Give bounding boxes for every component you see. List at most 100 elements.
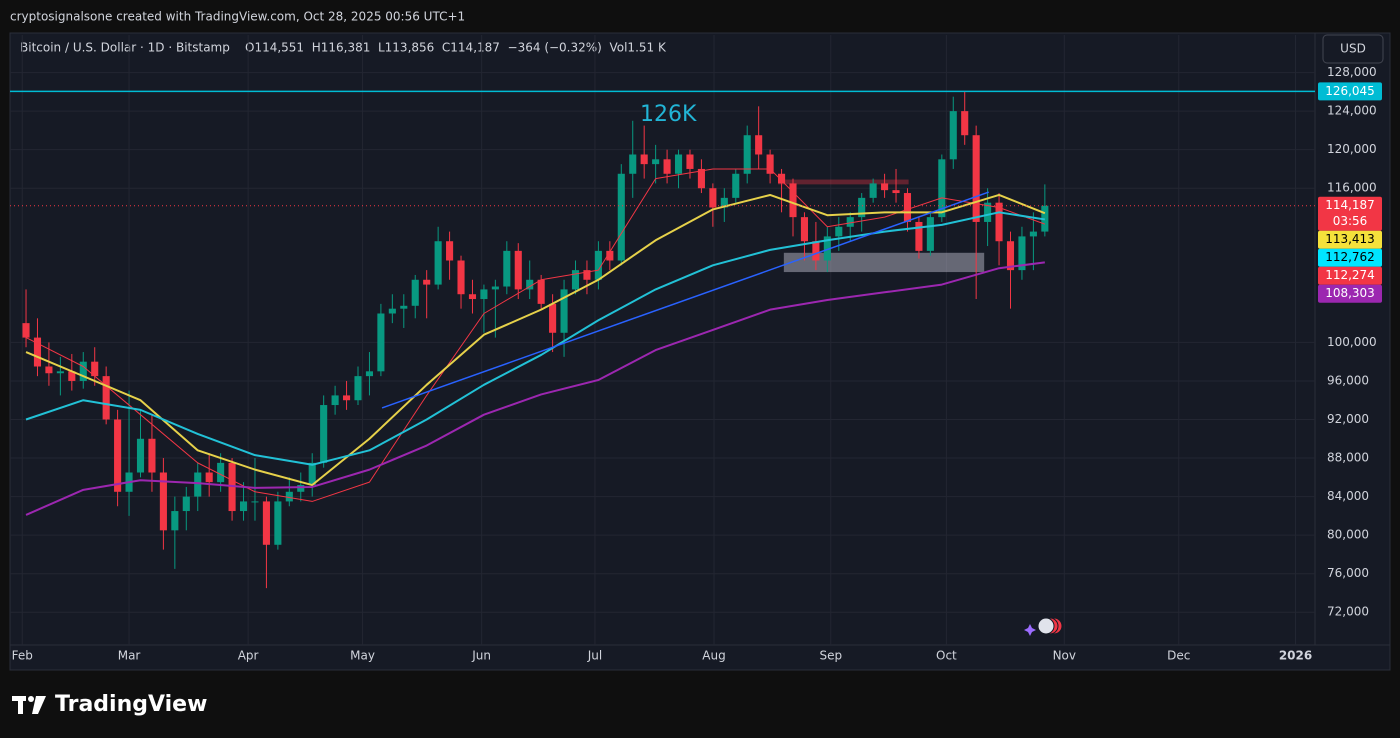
candle-body [297,485,305,492]
price-label: 114,187 [1325,198,1375,212]
price-label-box [1318,82,1382,101]
candle-body [743,135,751,174]
price-label-box [1318,266,1382,285]
candle-body [549,303,557,333]
candle-body [457,260,465,295]
chart-title: Bitcoin / U.S. Dollar · 1D · Bitstamp [20,41,230,55]
candle-body [171,511,179,531]
candle-body [732,173,740,198]
x-tick-label: Dec [1167,649,1190,663]
x-tick-label: May [350,649,375,663]
candle-body [617,173,625,261]
candle-body [697,168,705,189]
y-tick-label: 84,000 [1327,489,1369,503]
price-label: 126,045 [1325,84,1375,98]
candle-body [1029,231,1037,237]
candle-body [571,270,580,290]
candle-body [1018,236,1026,271]
candle-body [491,286,499,290]
x-tick-label: Feb [12,649,33,663]
currency[interactable]: USD [1340,42,1366,56]
candle-body [331,395,339,406]
x-tick-label: Aug [702,649,725,663]
x-tick-label: Mar [118,649,141,663]
candle-body [949,111,957,160]
candle-body [446,241,454,261]
candle-body [56,371,64,374]
candle-body [526,279,534,290]
indicator-line [25,193,1046,487]
candle-body [892,190,900,194]
candle-body [652,159,660,165]
candle-body [388,308,396,314]
zone [778,179,909,185]
event-icons [1024,617,1063,636]
y-tick-label: 76,000 [1327,566,1369,580]
candle-body [835,226,843,237]
candle-body [45,366,53,374]
candle-body [377,313,385,372]
candle-body [720,197,728,208]
candle-body [194,472,202,497]
candle-body [812,241,820,261]
candle-body [182,496,190,512]
watermark: cryptosignalsone created with TradingVie… [10,10,465,24]
candle-body [674,154,683,174]
candle-body [354,376,362,401]
brand-logo [12,696,46,714]
candle-body [537,279,545,304]
candle-body [1006,241,1015,271]
candle-body [480,289,488,300]
annotation: 126K [640,102,697,127]
candle-body [251,501,259,503]
candle-body [148,438,156,473]
price-label: 112,274 [1325,268,1375,282]
candle-body [102,376,110,420]
price-label-box [1318,230,1382,249]
candle-body [285,491,293,502]
x-tick-label: Oct [936,649,957,663]
candle-body [961,111,969,136]
candle-body [583,270,591,280]
candle-body [972,135,980,222]
price-label: 108,303 [1325,286,1375,300]
zone [783,252,985,273]
candle-body [205,472,213,483]
candle-body [594,250,602,280]
candle-body [629,154,637,174]
candle-body [881,183,889,191]
chart-panel [9,32,1391,671]
candle-body [869,183,877,198]
candle-body [343,395,351,401]
candle-body [858,197,866,218]
candle-body [514,250,522,290]
candle-body [686,154,694,169]
indicator-line [381,191,990,409]
candle-body [560,289,568,333]
x-tick-label: 2026 [1279,649,1312,663]
x-tick-label: Jul [587,649,602,663]
price-label: 112,762 [1325,250,1375,264]
candle-body [22,323,30,338]
countdown: 03:56 [1333,214,1368,228]
candle-body [262,501,270,545]
y-tick-label: 100,000 [1327,335,1377,349]
candle-body [823,236,831,261]
indicator-line [25,261,1045,516]
candle-body [846,217,854,227]
currency-button[interactable] [1322,34,1384,64]
indicator-line [25,211,1045,466]
candle-body [434,241,442,285]
candle-body [789,183,797,218]
candle-body [159,472,167,531]
y-tick-label: 92,000 [1327,412,1369,426]
y-tick-label: 80,000 [1327,528,1369,542]
x-tick-label: Jun [471,649,491,663]
candle-body [903,193,912,222]
candle-body [926,217,934,251]
price-label: 113,413 [1325,232,1375,246]
y-tick-label: 120,000 [1327,142,1377,156]
candle-body [365,371,373,377]
price-label-box [1318,196,1382,231]
